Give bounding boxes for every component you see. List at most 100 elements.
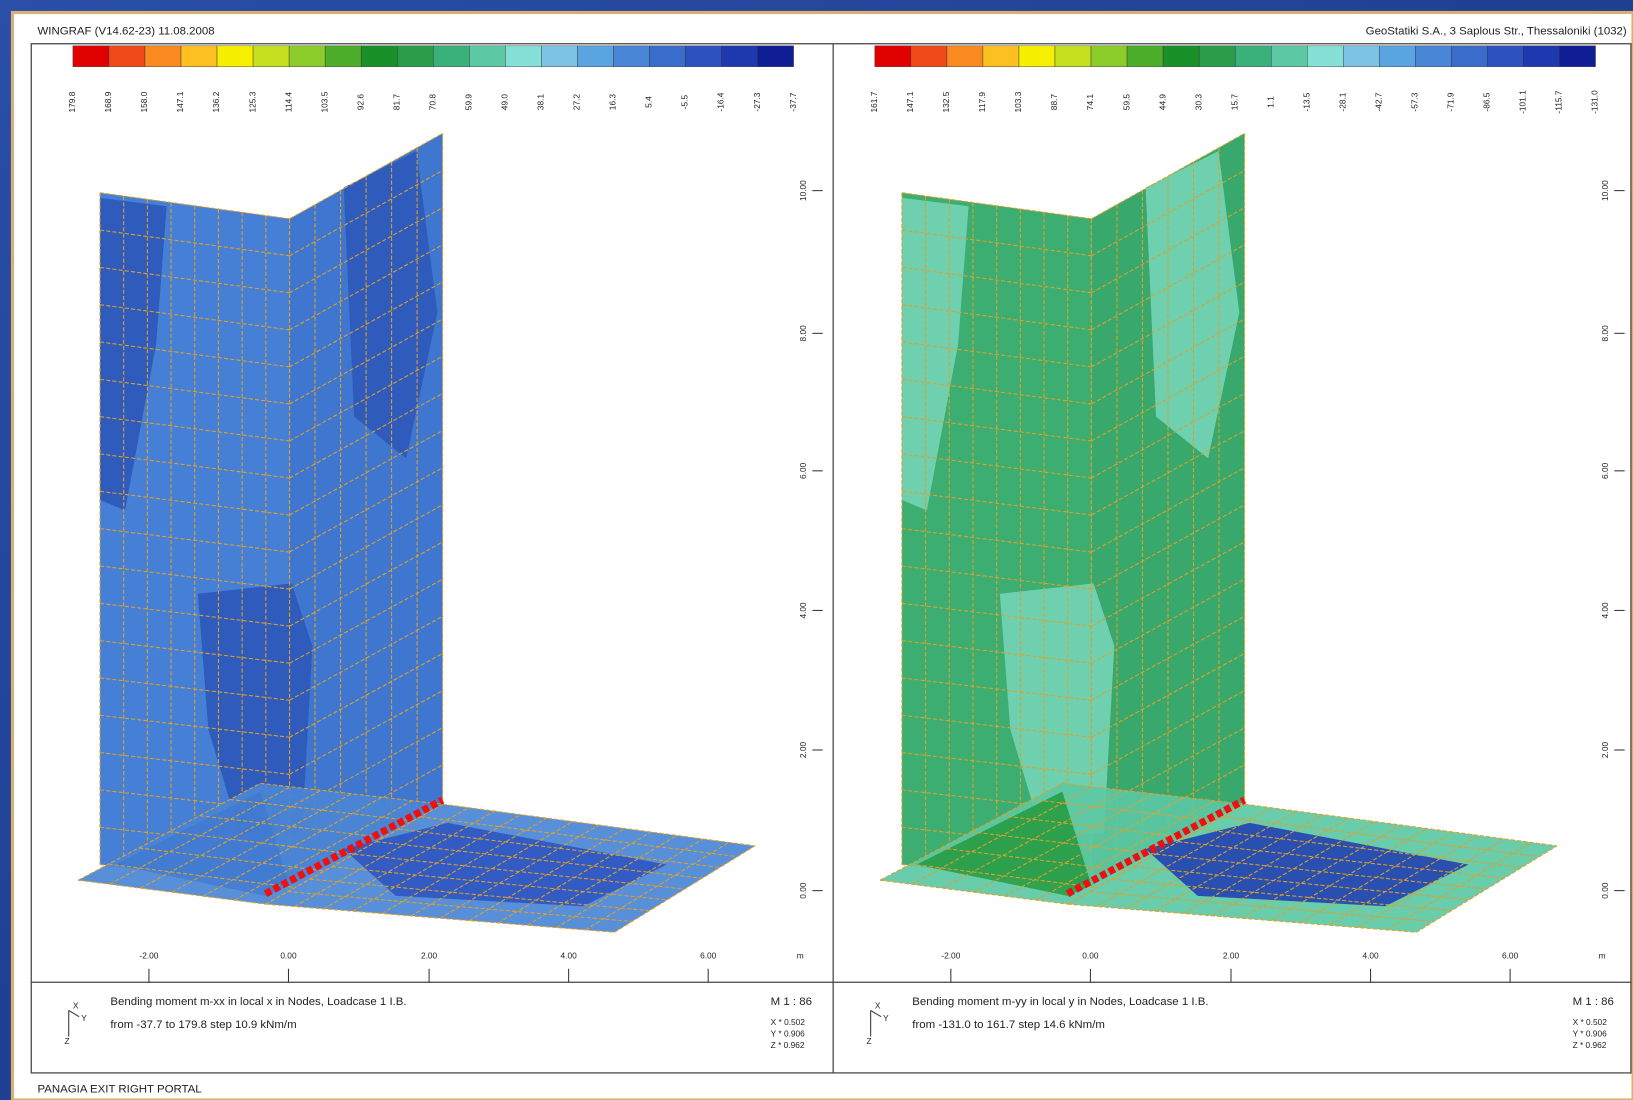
legend-label: -27.3 bbox=[752, 92, 762, 111]
mesh-line bbox=[1096, 807, 1271, 907]
legend-label: 147.1 bbox=[905, 91, 915, 112]
mesh-line bbox=[1299, 831, 1454, 924]
mesh-line bbox=[1387, 841, 1532, 931]
scale-factor: Z * 0.962 bbox=[1573, 1040, 1607, 1050]
z-tick-label: 4.00 bbox=[1600, 602, 1610, 619]
mesh-line bbox=[585, 841, 730, 931]
scale-factor: Y * 0.906 bbox=[1573, 1029, 1607, 1039]
mesh-line bbox=[901, 378, 1092, 405]
mesh-line bbox=[901, 192, 1092, 220]
header-right: GeoStatiki S.A., 3 Saplous Str., Thessal… bbox=[1366, 25, 1627, 37]
panel-right: 161.7 147.1 132.5 117.9 103.3 88.7 74.1 59.5 44.… bbox=[866, 45, 1625, 1050]
mesh-line bbox=[294, 807, 469, 907]
contour-patch bbox=[916, 791, 1092, 896]
mesh-line bbox=[289, 244, 443, 331]
contour-patch bbox=[999, 583, 1115, 834]
mesh-line bbox=[289, 170, 443, 257]
legend-label: 38.1 bbox=[536, 94, 546, 111]
legend-label: 30.3 bbox=[1193, 94, 1203, 111]
plot-frame bbox=[30, 43, 1632, 1074]
mesh-line bbox=[901, 490, 1092, 516]
legend-swatch bbox=[1018, 45, 1056, 67]
z-tick-label: 10.00 bbox=[798, 180, 808, 201]
z-tick-label: 4.00 bbox=[798, 602, 808, 619]
mesh-line bbox=[99, 528, 290, 553]
mesh-line bbox=[901, 677, 1092, 701]
legend-label: -16.4 bbox=[716, 92, 726, 111]
z-tick-label: 2.00 bbox=[798, 742, 808, 759]
legend-label: -28.1 bbox=[1337, 92, 1347, 111]
z-tick-label: 6.00 bbox=[1600, 462, 1610, 479]
mesh-line bbox=[289, 132, 443, 220]
mesh-line bbox=[439, 824, 600, 919]
legend-label: 15.7 bbox=[1229, 94, 1239, 111]
legend-swatch bbox=[469, 45, 506, 67]
mesh-line bbox=[171, 793, 352, 893]
legend-swatch bbox=[1451, 45, 1488, 67]
legend-label: 103.5 bbox=[319, 91, 329, 112]
scale-label: M 1 : 86 bbox=[1573, 996, 1614, 1008]
mesh-line bbox=[901, 304, 1092, 331]
axis-label: X bbox=[73, 1000, 79, 1010]
legend-swatch bbox=[1126, 45, 1164, 67]
mesh-line bbox=[1091, 541, 1245, 627]
mesh-line bbox=[99, 341, 290, 368]
mesh-line bbox=[1328, 834, 1480, 926]
mesh-line bbox=[99, 192, 290, 220]
x-tick-label: 4.00 bbox=[1362, 950, 1379, 960]
legend-swatch bbox=[541, 45, 578, 67]
mesh-line bbox=[1091, 281, 1245, 368]
mesh-line bbox=[109, 786, 291, 885]
mesh-line bbox=[289, 392, 443, 479]
legend-swatch bbox=[1162, 45, 1200, 67]
x-tick-label: 2.00 bbox=[421, 950, 438, 960]
x-tick-label: 2.00 bbox=[1223, 950, 1240, 960]
mesh-line bbox=[1091, 244, 1245, 331]
legend-label: 44.9 bbox=[1157, 94, 1167, 111]
legend-swatch bbox=[721, 45, 758, 67]
mesh-line bbox=[77, 782, 261, 881]
scale-factor: X * 0.502 bbox=[1573, 1017, 1608, 1027]
legend-label: 136.2 bbox=[211, 91, 221, 112]
mesh-line bbox=[1091, 207, 1245, 294]
legend-swatch bbox=[1090, 45, 1128, 67]
mesh-line bbox=[99, 304, 290, 331]
legend-swatch bbox=[180, 45, 218, 67]
contour-patch bbox=[1145, 151, 1240, 459]
contour-patch bbox=[901, 197, 969, 511]
legend-label: -57.3 bbox=[1410, 92, 1420, 111]
mesh-line bbox=[289, 467, 443, 553]
mesh-line bbox=[99, 378, 290, 405]
legend-swatch bbox=[1198, 45, 1236, 67]
legend-swatch bbox=[324, 45, 362, 67]
mesh-line bbox=[1154, 814, 1323, 912]
z-tick-label: 2.00 bbox=[1600, 742, 1610, 759]
caption-line: Bending moment m-xx in local x in Nodes,… bbox=[110, 996, 406, 1008]
contour-patch bbox=[343, 822, 667, 907]
mesh-line bbox=[911, 786, 1093, 885]
x-unit: m bbox=[1599, 950, 1606, 960]
mesh-line bbox=[1067, 803, 1245, 905]
mesh-line bbox=[1241, 824, 1402, 919]
header-left: WINGRAF (V14.62-23) 11.08.2008 bbox=[37, 25, 214, 37]
legend-swatch bbox=[72, 45, 110, 67]
legend-swatch bbox=[649, 45, 686, 67]
z-tick-label: 8.00 bbox=[1600, 325, 1610, 342]
mesh-line bbox=[901, 752, 1092, 775]
legend-label: 117.9 bbox=[977, 92, 987, 113]
caption-line: from -131.0 to 161.7 step 14.6 kNm/m bbox=[912, 1019, 1105, 1031]
mesh-line bbox=[1091, 615, 1245, 701]
legend-swatch bbox=[397, 45, 434, 67]
legend-swatch bbox=[757, 45, 794, 67]
legend-label: 132.5 bbox=[941, 91, 951, 112]
x-tick-label: -2.00 bbox=[941, 950, 960, 960]
legend-label: 1.1 bbox=[1265, 96, 1275, 108]
legend-label: -42.7 bbox=[1374, 92, 1384, 111]
mesh-line bbox=[289, 690, 443, 775]
legend-swatch bbox=[982, 45, 1020, 67]
mesh-line bbox=[1062, 782, 1245, 805]
legend-label: 168.9 bbox=[103, 91, 113, 112]
legend-swatch bbox=[1523, 45, 1560, 67]
mesh-line bbox=[1035, 800, 1215, 901]
mesh-line bbox=[99, 752, 290, 775]
